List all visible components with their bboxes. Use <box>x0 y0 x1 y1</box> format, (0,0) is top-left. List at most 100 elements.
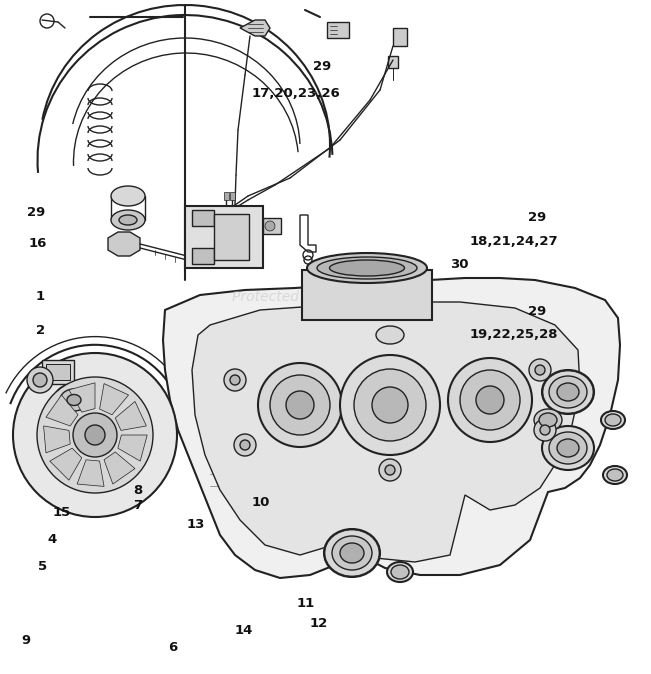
Ellipse shape <box>60 389 88 411</box>
Ellipse shape <box>387 562 413 582</box>
Text: 7: 7 <box>133 499 143 512</box>
Bar <box>388 56 398 68</box>
Ellipse shape <box>549 432 587 464</box>
Circle shape <box>372 387 408 423</box>
Ellipse shape <box>340 543 364 563</box>
Ellipse shape <box>603 466 627 484</box>
Ellipse shape <box>601 411 625 429</box>
Text: 12: 12 <box>310 617 328 630</box>
Polygon shape <box>104 452 135 484</box>
Bar <box>230 192 235 200</box>
Ellipse shape <box>119 215 137 225</box>
Polygon shape <box>77 460 104 487</box>
Text: 15: 15 <box>53 506 71 519</box>
Ellipse shape <box>324 529 380 577</box>
Circle shape <box>354 369 426 441</box>
Text: 29: 29 <box>313 59 331 73</box>
Circle shape <box>85 425 105 445</box>
Polygon shape <box>46 395 78 426</box>
Circle shape <box>340 355 440 455</box>
Ellipse shape <box>111 210 145 230</box>
Ellipse shape <box>607 469 623 481</box>
Circle shape <box>385 465 395 475</box>
Circle shape <box>265 221 275 231</box>
Bar <box>46 364 70 380</box>
Ellipse shape <box>605 414 621 426</box>
Circle shape <box>379 459 401 481</box>
Ellipse shape <box>376 326 404 344</box>
Bar <box>302 270 432 320</box>
Polygon shape <box>108 232 140 256</box>
Text: 3: 3 <box>107 452 117 465</box>
Polygon shape <box>192 302 580 562</box>
Ellipse shape <box>307 253 427 283</box>
Circle shape <box>27 367 53 393</box>
Text: 1: 1 <box>36 290 45 303</box>
Ellipse shape <box>542 370 594 414</box>
Text: 6: 6 <box>168 640 177 654</box>
Ellipse shape <box>549 376 587 408</box>
Text: 8: 8 <box>133 484 143 497</box>
Text: 14: 14 <box>235 623 253 637</box>
Bar <box>42 360 74 384</box>
Text: 19,22,25,28: 19,22,25,28 <box>470 328 559 341</box>
Bar <box>192 210 214 226</box>
Bar <box>224 192 229 200</box>
Bar <box>185 206 263 268</box>
Circle shape <box>33 373 47 387</box>
Text: 18,21,24,27: 18,21,24,27 <box>470 235 559 248</box>
Circle shape <box>448 358 532 442</box>
Bar <box>192 248 214 264</box>
Bar <box>263 218 281 234</box>
Text: 4: 4 <box>48 532 57 546</box>
Ellipse shape <box>332 536 372 570</box>
Circle shape <box>286 391 314 419</box>
Ellipse shape <box>317 257 417 279</box>
Bar <box>393 28 407 46</box>
Ellipse shape <box>111 186 145 206</box>
Ellipse shape <box>534 409 562 431</box>
Ellipse shape <box>54 384 94 416</box>
Text: 13: 13 <box>186 518 204 531</box>
Circle shape <box>37 377 153 493</box>
Text: 10: 10 <box>251 495 270 509</box>
Polygon shape <box>240 20 270 36</box>
Circle shape <box>240 440 250 450</box>
Ellipse shape <box>539 413 557 427</box>
Text: 29: 29 <box>528 210 546 224</box>
Polygon shape <box>49 448 82 480</box>
Circle shape <box>230 375 240 385</box>
Polygon shape <box>163 278 620 578</box>
Text: 29: 29 <box>27 206 45 220</box>
Bar <box>214 214 249 260</box>
Bar <box>327 22 349 38</box>
Circle shape <box>13 353 177 517</box>
Polygon shape <box>100 384 128 415</box>
Text: Protected by Vision Spares: Protected by Vision Spares <box>232 290 419 303</box>
Circle shape <box>460 370 520 430</box>
Ellipse shape <box>67 394 81 406</box>
Text: 30: 30 <box>450 258 468 272</box>
Circle shape <box>270 375 330 435</box>
Circle shape <box>224 369 246 391</box>
Ellipse shape <box>542 426 594 470</box>
Circle shape <box>540 425 550 435</box>
Text: 16: 16 <box>29 237 47 251</box>
Text: 9: 9 <box>21 634 31 647</box>
Text: 29: 29 <box>528 305 546 318</box>
Circle shape <box>529 359 551 381</box>
Circle shape <box>535 365 545 375</box>
Circle shape <box>73 413 117 457</box>
Text: 2: 2 <box>36 324 45 337</box>
Circle shape <box>534 419 556 441</box>
Circle shape <box>234 434 256 456</box>
Circle shape <box>258 363 342 447</box>
Text: 11: 11 <box>297 596 315 610</box>
Ellipse shape <box>557 383 579 401</box>
Ellipse shape <box>391 565 409 579</box>
Text: 17,20,23,26: 17,20,23,26 <box>252 86 340 100</box>
Text: 5: 5 <box>38 559 47 573</box>
Polygon shape <box>44 426 70 453</box>
Polygon shape <box>69 383 95 412</box>
Ellipse shape <box>329 260 404 276</box>
